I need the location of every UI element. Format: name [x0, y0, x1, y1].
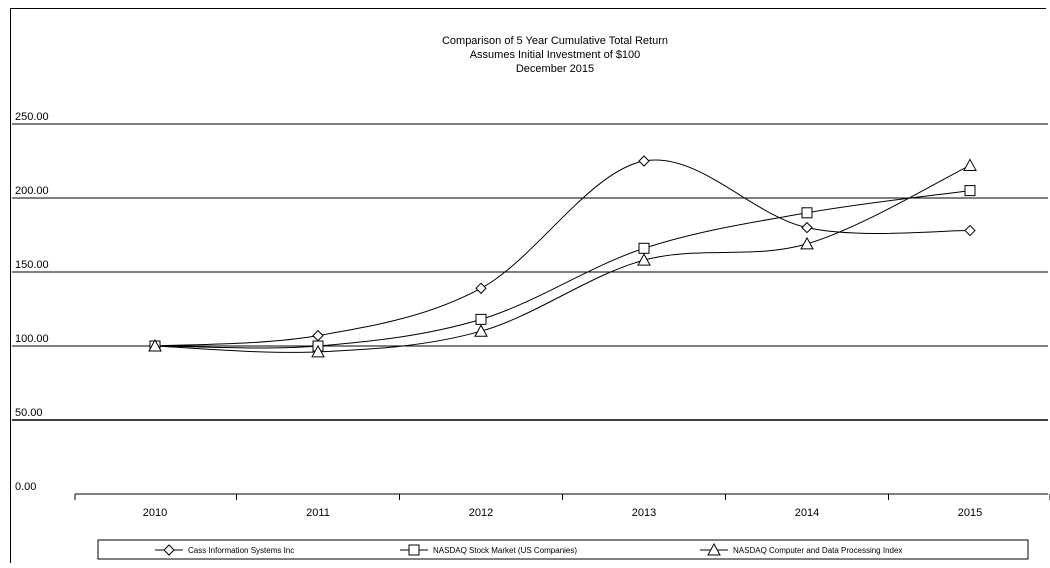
y-tick-label-1: 50.00	[15, 407, 43, 419]
legend-label-nasdaq-stock-market-us-companies: NASDAQ Stock Market (US Companies)	[433, 546, 577, 555]
y-tick-label-4: 200.00	[15, 185, 49, 197]
x-tick-label-2014: 2014	[795, 507, 819, 519]
legend-label-nasdaq-computer-and-data-processing-index: NASDAQ Computer and Data Processing Inde…	[733, 546, 902, 555]
point-nasdaq-stock-market-us-companies-2013	[638, 242, 650, 254]
y-axis: 0.00 50.00 100.00 150.00 200.00 250.00	[15, 111, 49, 493]
x-tick-label-2015: 2015	[958, 507, 982, 519]
legend-marker-nasdaq-computer-and-data-processing-index	[707, 542, 721, 556]
title-line-1: Comparison of 5 Year Cumulative Total Re…	[442, 35, 668, 47]
point-cass-information-systems-inc-2014	[801, 221, 813, 234]
point-cass-information-systems-inc-2012	[475, 282, 487, 294]
point-nasdaq-computer-and-data-processing-index-2011	[311, 344, 325, 358]
point-nasdaq-computer-and-data-processing-index-2012	[474, 324, 488, 337]
legend-marker-cass-information-systems-inc	[163, 544, 175, 556]
point-cass-information-systems-inc-2013	[638, 155, 650, 167]
legend-box	[97, 539, 1029, 560]
point-nasdaq-computer-and-data-processing-index-2014	[800, 236, 814, 250]
legend: Cass Information Systems Inc NASDAQ Stock…	[97, 539, 1029, 560]
grid-lines	[12, 123, 1048, 495]
y-tick-label-3: 150.00	[15, 259, 49, 271]
chart-title: Comparison of 5 Year Cumulative Total Re…	[442, 35, 668, 75]
series-line-nasdaq-stock-market-us-companies	[154, 190, 971, 349]
x-tick-label-2013: 2013	[632, 507, 656, 519]
y-tick-label-5: 250.00	[15, 111, 49, 123]
legend-label-cass-information-systems-inc: Cass Information Systems Inc	[188, 546, 294, 555]
point-cass-information-systems-inc-2015	[964, 224, 976, 237]
title-line-3: December 2015	[516, 63, 594, 75]
point-nasdaq-stock-market-us-companies-2012	[475, 313, 487, 325]
point-cass-information-systems-inc-2011	[312, 329, 324, 342]
series-line-cass-information-systems-inc	[154, 159, 971, 347]
point-nasdaq-computer-and-data-processing-index-2015	[963, 158, 977, 171]
x-tick-label-2012: 2012	[469, 507, 493, 519]
y-tick-label-0: 0.00	[15, 481, 36, 493]
series-markers	[148, 155, 977, 358]
y-tick-label-2: 100.00	[15, 333, 49, 345]
point-nasdaq-stock-market-us-companies-2015	[964, 185, 976, 197]
x-tick-label-2011: 2011	[306, 507, 330, 519]
series-line-nasdaq-computer-and-data-processing-index	[154, 164, 971, 353]
chart-frame	[10, 8, 1046, 563]
point-nasdaq-computer-and-data-processing-index-2010	[148, 338, 162, 352]
title-line-2: Assumes Initial Investment of $100	[470, 49, 641, 61]
series-lines	[154, 159, 971, 353]
x-axis: 2010 2011 2012 2013 2014 2015	[74, 493, 1050, 519]
point-nasdaq-computer-and-data-processing-index-2013	[637, 253, 651, 266]
x-tick-label-2010: 2010	[143, 507, 167, 519]
point-nasdaq-stock-market-us-companies-2014	[801, 207, 813, 219]
legend-marker-nasdaq-stock-market-us-companies	[408, 544, 420, 556]
